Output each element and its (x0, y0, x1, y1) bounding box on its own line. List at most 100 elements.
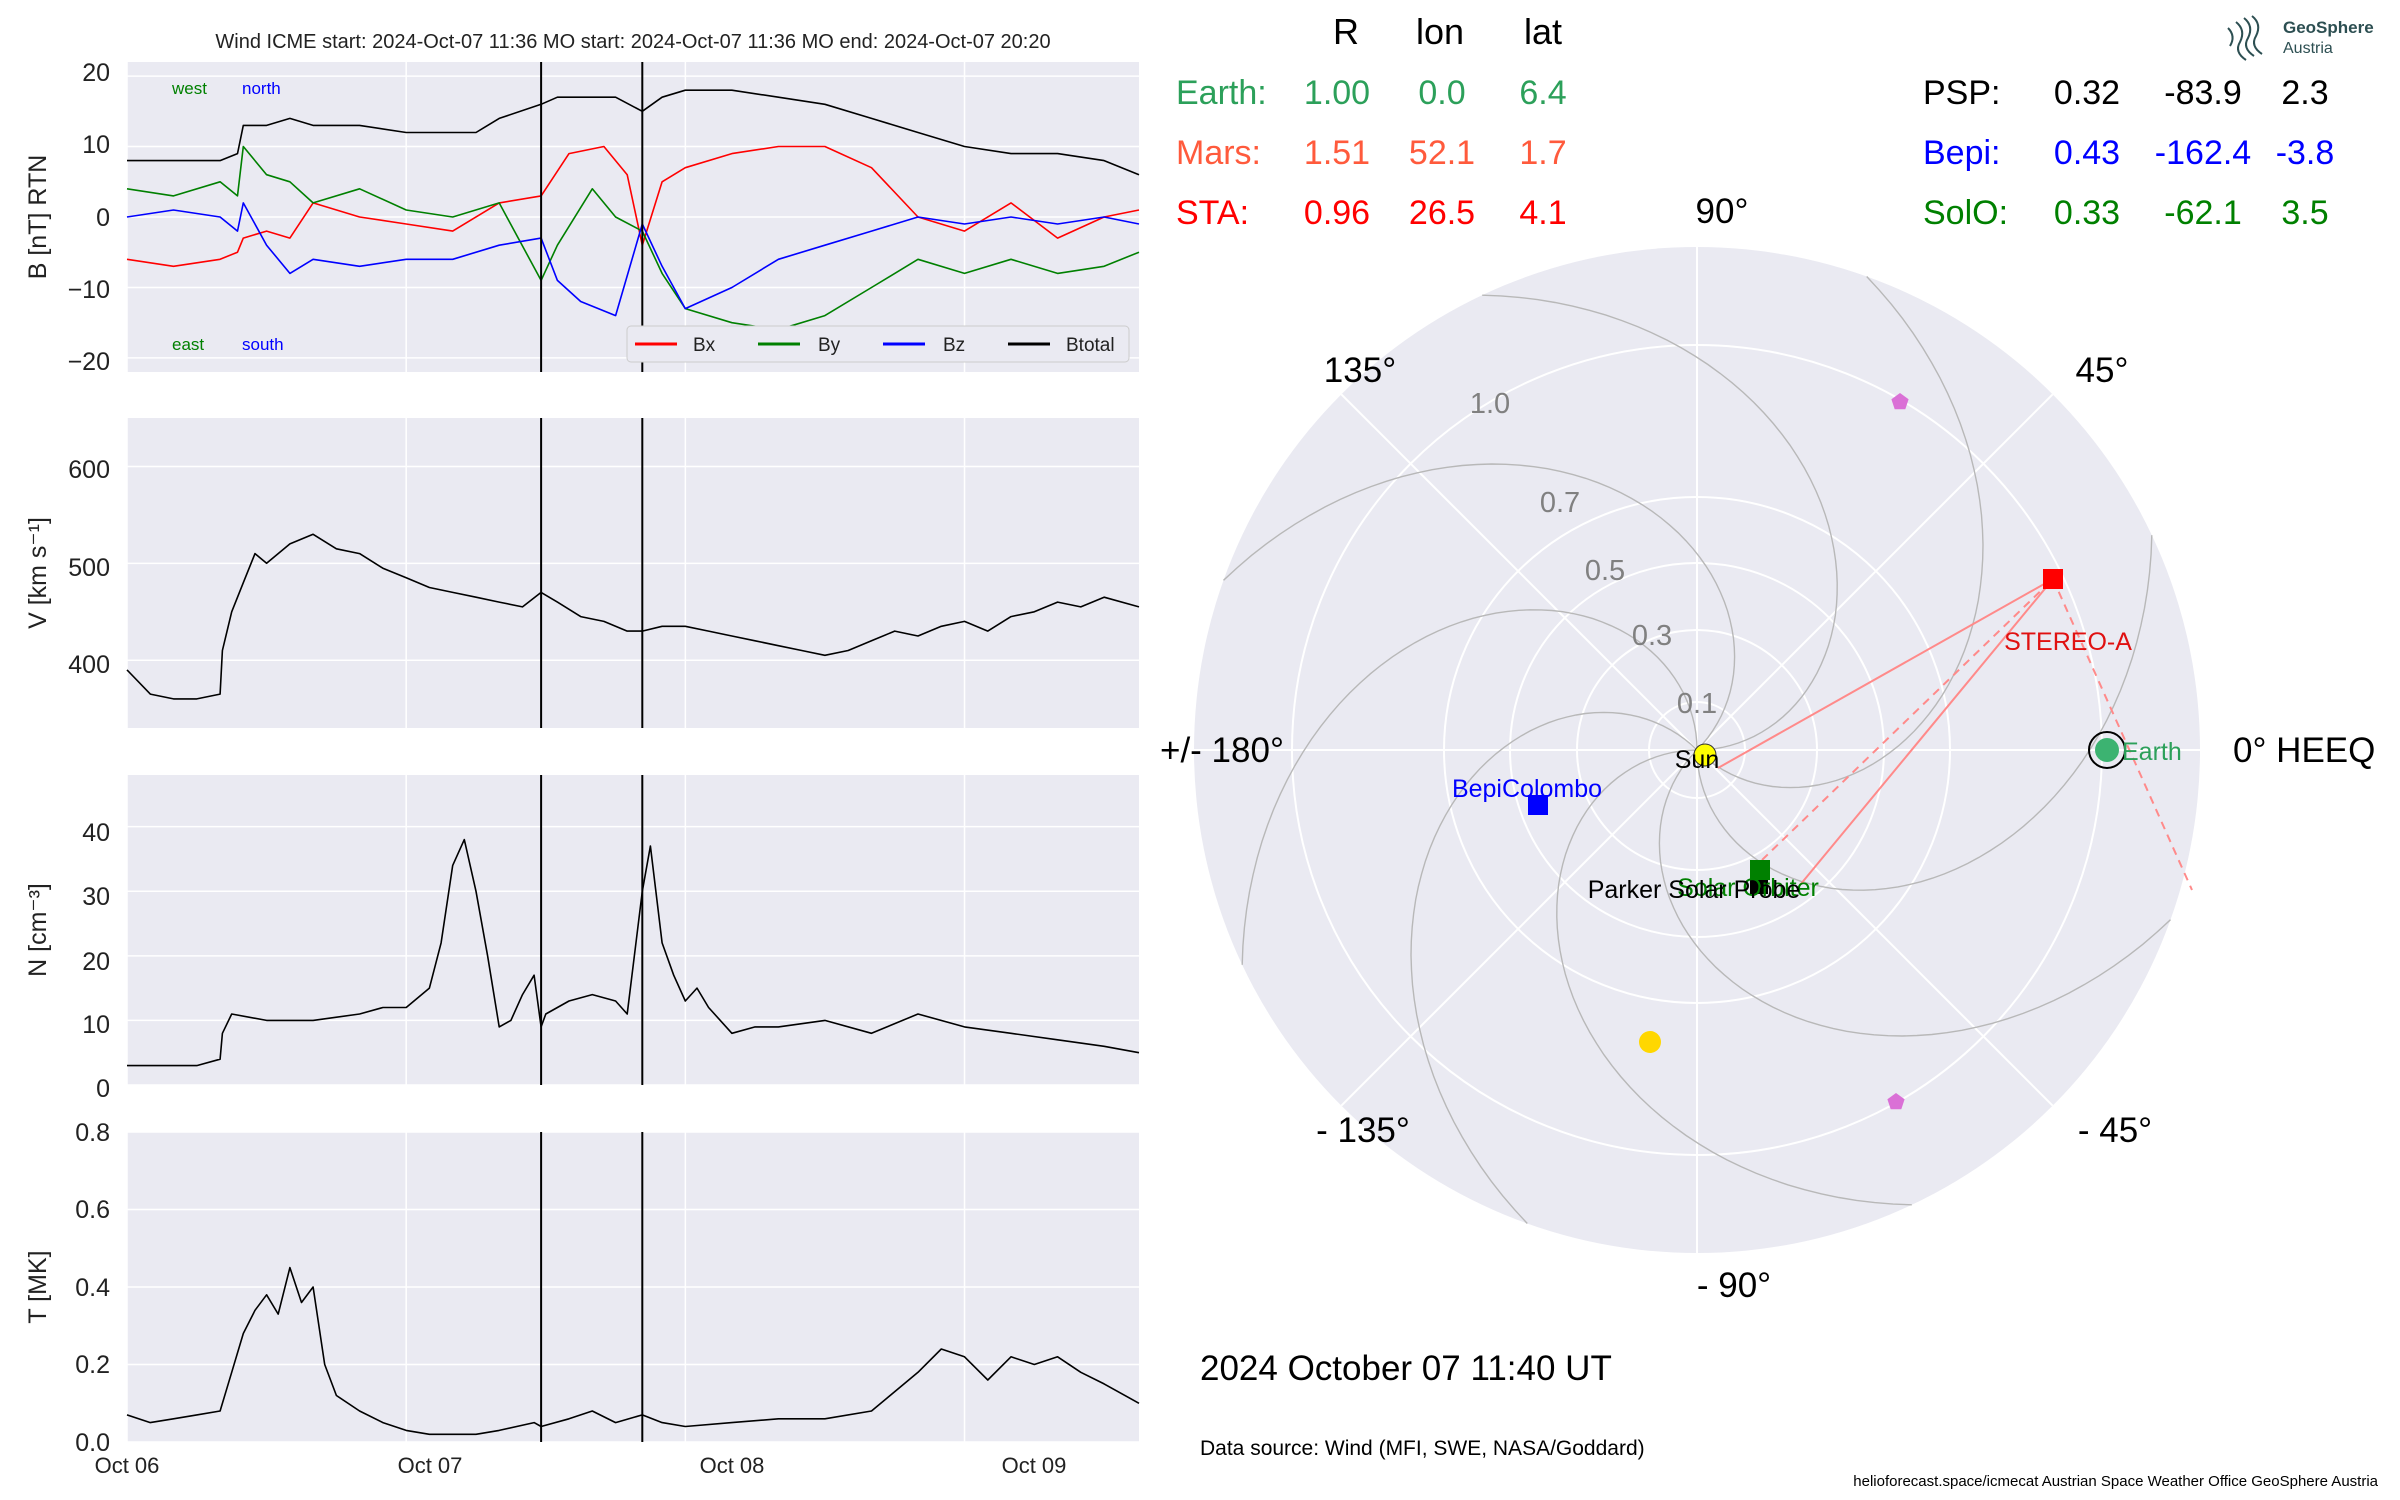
t-ylabel: T [MK] (24, 1250, 52, 1323)
series-line-0-1 (126, 145, 1140, 268)
b-ytick-20: 20 (82, 59, 110, 87)
xtick-oct08: Oct 08 (700, 1453, 765, 1478)
west-annotation: west (171, 79, 207, 98)
geosphere-logo: GeoSphere Austria (2227, 15, 2374, 61)
pos-name: Earth: (1176, 74, 1267, 112)
x-ticks: Oct 06 Oct 07 Oct 08 Oct 09 (95, 1453, 1067, 1478)
col-header-r: R (1333, 11, 1359, 52)
spiral-line (1482, 294, 1838, 751)
magenta-marker-lower (1887, 1093, 1905, 1110)
pos-r: 1.51 (1304, 134, 1370, 172)
north-annotation: north (242, 79, 281, 98)
angle-180: +/- 180° (1160, 731, 1284, 770)
earth-label: Earth (2122, 738, 2182, 766)
b-ytick-0: 0 (96, 204, 110, 232)
south-annotation: south (242, 335, 284, 354)
series-line-2-0 (127, 838, 1140, 1067)
angle-m45: - 45° (2078, 1111, 2152, 1150)
timeseries-title: Wind ICME start: 2024-Oct-07 11:36 MO st… (215, 31, 1050, 53)
b-legend: Bx By Bz Btotal (626, 325, 1130, 363)
sta-outer-line (2052, 578, 2193, 891)
n-ytick-10: 10 (82, 1011, 110, 1039)
pos-lon: -62.1 (2164, 194, 2242, 232)
pos-name: STA: (1176, 194, 1249, 232)
panels-gridlines (126, 62, 1139, 1443)
bepi-label: BepiColombo (1452, 775, 1602, 803)
pos-r: 0.43 (2054, 134, 2120, 172)
series-line-0-2 (126, 145, 1140, 331)
t-ytick-04: 0.4 (75, 1274, 110, 1302)
pos-r: 0.33 (2054, 194, 2120, 232)
t-yticks: 0.8 0.6 0.4 0.2 0.0 (75, 1119, 110, 1457)
polar-body-labels: Sun Earth STEREO-A BepiColombo Solar Orb… (1452, 628, 2182, 904)
b-ytick-m10: −10 (68, 276, 110, 304)
solo-marker (1750, 860, 1770, 880)
xtick-oct06: Oct 06 (95, 1453, 160, 1478)
pos-lat: 3.5 (2281, 194, 2328, 232)
pos-r: 0.32 (2054, 74, 2120, 112)
spiral-line (1556, 749, 1912, 1206)
b-ylabel: B [nT] RTN (24, 155, 52, 280)
logo-swirl-icon (2227, 15, 2263, 61)
angle-gridline (1696, 749, 2054, 1107)
sun-marker (1693, 743, 1717, 767)
n-ytick-30: 30 (82, 883, 110, 911)
series-line-3-0 (126, 1266, 1140, 1436)
psp-marker (1750, 876, 1768, 894)
spiral-line (1696, 276, 1984, 789)
pos-lon: -162.4 (2155, 134, 2251, 172)
pos-lat: 6.4 (1519, 74, 1566, 112)
legend-btotal: Btotal (1066, 335, 1115, 356)
angle-gridline (1696, 393, 2054, 751)
legend-bx: Bx (693, 335, 716, 356)
bepi-marker (1528, 795, 1548, 815)
timeseries-lines (126, 89, 1140, 1436)
sta-sun-line (1717, 578, 2054, 769)
data-source: Data source: Wind (MFI, SWE, NASA/Goddar… (1200, 1437, 1645, 1460)
angle-gridline (1340, 749, 1698, 1107)
t-ytick-00: 0.0 (75, 1429, 110, 1457)
n-ytick-40: 40 (82, 819, 110, 847)
angle-45: 45° (2076, 351, 2129, 390)
magenta-marker-upper (1891, 393, 1909, 410)
angle-135: 135° (1324, 351, 1396, 390)
parker-spirals (1223, 276, 2171, 1224)
spiral-line (1658, 749, 2171, 1037)
angle-m90: - 90° (1697, 1266, 1771, 1305)
angle-gridline (1340, 393, 1698, 751)
b-ytick-m20: −20 (68, 348, 110, 376)
spiral-line (1241, 609, 1698, 965)
n-panel-bg (127, 775, 1139, 1085)
polar-angle-labels: 90° 45° 0° HEEQ - 45° - 90° - 135° +/- 1… (1160, 192, 2375, 1305)
panels-background (127, 62, 1139, 1442)
r-label-03: 0.3 (1632, 620, 1672, 652)
col-header-lon: lon (1416, 11, 1464, 52)
sta-marker (2043, 569, 2063, 589)
polar-r-labels: 0.1 0.3 0.5 0.7 1.0 (1470, 388, 1717, 720)
logo-line1: GeoSphere (2283, 18, 2374, 37)
v-ytick-500: 500 (68, 554, 110, 582)
credits: helioforecast.space/icmecat Austrian Spa… (1853, 1473, 2378, 1490)
pos-lon: 26.5 (1409, 194, 1475, 232)
n-ytick-0: 0 (96, 1075, 110, 1103)
angle-m135: - 135° (1316, 1111, 1410, 1150)
angle-0: 0° HEEQ (2233, 731, 2375, 770)
psp-label: Parker Solar Probe (1588, 876, 1801, 904)
r-label-07: 0.7 (1540, 487, 1580, 519)
legend-by: By (818, 335, 841, 356)
series-line-0-0 (127, 89, 1140, 176)
spiral-line (1223, 463, 1736, 751)
xtick-oct07: Oct 07 (398, 1453, 463, 1478)
sta-label: STEREO-A (2004, 628, 2132, 656)
pos-name: SolO: (1923, 194, 2008, 232)
v-ytick-400: 400 (68, 651, 110, 679)
r-label-10: 1.0 (1470, 388, 1510, 420)
b-ytick-10: 10 (82, 131, 110, 159)
pos-lat: 2.3 (2281, 74, 2328, 112)
logo-line2: Austria (2283, 40, 2333, 57)
polar-markers (1528, 393, 2126, 1110)
pos-lat: 4.1 (1519, 194, 1566, 232)
r-label-01: 0.1 (1677, 688, 1717, 720)
legend-box (626, 325, 1130, 363)
